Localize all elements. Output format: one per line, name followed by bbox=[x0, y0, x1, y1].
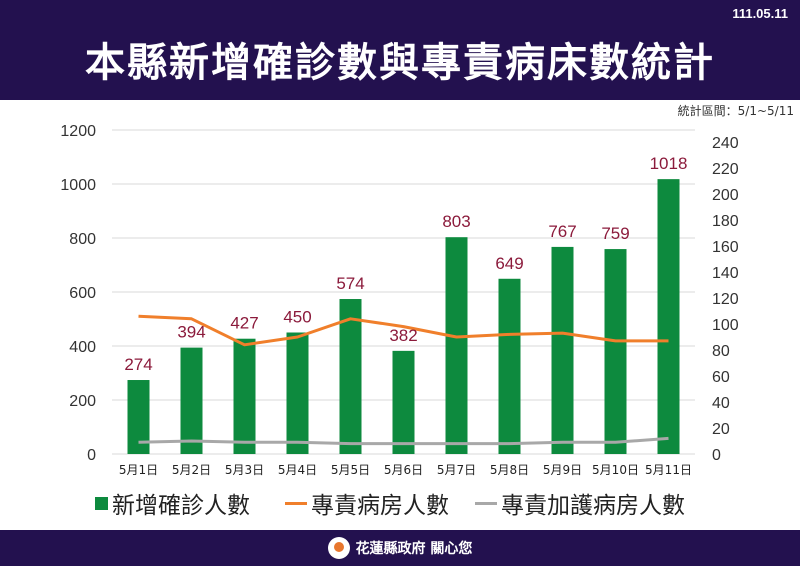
right-axis-tick-label: 180 bbox=[712, 213, 739, 230]
legend-label: 新增確診人數 bbox=[112, 493, 250, 519]
bar bbox=[657, 179, 680, 454]
data-label: 450 bbox=[283, 308, 311, 327]
legend-swatch-line bbox=[475, 501, 497, 505]
x-axis-tick-label: 5月5日 bbox=[331, 463, 370, 477]
x-axis-tick-label: 5月6日 bbox=[384, 463, 423, 477]
legend-item-cases: 新增確診人數 bbox=[95, 486, 250, 520]
x-axis-tick-label: 5月8日 bbox=[490, 463, 529, 477]
data-label: 574 bbox=[336, 274, 364, 293]
legend-swatch-line bbox=[285, 501, 307, 505]
data-label: 1018 bbox=[650, 154, 688, 173]
left-axis-tick-label: 800 bbox=[69, 231, 96, 248]
right-axis-tick-label: 160 bbox=[712, 239, 739, 256]
footer-bar: 花蓮縣政府 關心您 bbox=[0, 530, 800, 566]
x-axis-tick-label: 5月4日 bbox=[278, 463, 317, 477]
right-axis-tick-label: 220 bbox=[712, 161, 739, 178]
bar bbox=[339, 299, 362, 454]
x-axis-tick-label: 5月11日 bbox=[645, 463, 692, 477]
x-axis-tick-label: 5月9日 bbox=[543, 463, 582, 477]
legend-swatch-bar bbox=[95, 496, 108, 510]
legend-item-icu: 專責加護病房人數 bbox=[475, 486, 685, 520]
right-axis-tick-label: 40 bbox=[712, 395, 730, 412]
x-axis-tick-label: 5月1日 bbox=[119, 463, 158, 477]
data-label: 803 bbox=[442, 212, 470, 231]
data-label: 649 bbox=[495, 254, 523, 273]
bar bbox=[498, 278, 521, 454]
legend-label: 專責病房人數 bbox=[311, 493, 449, 519]
bar bbox=[604, 249, 627, 454]
right-axis-tick-label: 20 bbox=[712, 421, 730, 438]
x-axis-tick-label: 5月7日 bbox=[437, 463, 476, 477]
series-line-ward bbox=[138, 314, 669, 347]
right-axis-tick-label: 140 bbox=[712, 265, 739, 282]
report-date: 111.05.11 bbox=[732, 6, 788, 21]
legend-item-ward: 專責病房人數 bbox=[285, 486, 449, 520]
data-label: 767 bbox=[548, 222, 576, 241]
bar bbox=[233, 338, 256, 454]
left-axis-tick-label: 1000 bbox=[60, 177, 96, 194]
left-axis-tick-label: 600 bbox=[69, 285, 96, 302]
combo-chart: 0 200 400 600 800 1000 1200 0 20 40 60 80 100 120 140 1… bbox=[60, 123, 739, 477]
right-axis-tick-label: 60 bbox=[712, 369, 730, 386]
bar bbox=[286, 332, 309, 454]
legend-label: 專責加護病房人數 bbox=[501, 493, 685, 519]
header-bar: 111.05.11 本縣新增確診數與專責病床數統計 bbox=[0, 0, 800, 100]
data-label: 274 bbox=[124, 355, 152, 374]
left-axis-tick-label: 1200 bbox=[60, 123, 96, 140]
series-line-icu bbox=[138, 436, 669, 446]
right-axis-tick-label: 80 bbox=[712, 343, 730, 360]
chart-legend: 新增確診人數 專責病房人數 專責加護病房人數 bbox=[0, 486, 800, 526]
left-axis-tick-label: 400 bbox=[69, 339, 96, 356]
data-label: 394 bbox=[177, 323, 205, 342]
x-axis-tick-label: 5月10日 bbox=[592, 463, 639, 477]
footer-content: 花蓮縣政府 關心您 bbox=[0, 530, 800, 566]
data-label: 382 bbox=[389, 326, 417, 345]
data-label: 759 bbox=[601, 224, 629, 243]
bar bbox=[127, 380, 150, 454]
x-axis-tick-label: 5月2日 bbox=[172, 463, 211, 477]
right-axis-tick-label: 240 bbox=[712, 135, 739, 152]
county-logo-icon bbox=[327, 537, 350, 559]
right-axis-tick-label: 120 bbox=[712, 291, 739, 308]
bar bbox=[392, 350, 415, 454]
x-axis-tick-label: 5月3日 bbox=[225, 463, 264, 477]
left-axis-tick-label: 0 bbox=[87, 447, 96, 464]
bar bbox=[551, 246, 574, 454]
right-axis-tick-label: 200 bbox=[712, 187, 739, 204]
data-label: 427 bbox=[230, 314, 258, 333]
left-axis-tick-label: 200 bbox=[69, 393, 96, 410]
stat-range-label: 統計區間：5/1~5/11 bbox=[677, 104, 794, 118]
page-title: 本縣新增確診數與專責病床數統計 bbox=[85, 40, 715, 86]
bar bbox=[180, 347, 203, 454]
right-axis-tick-label: 0 bbox=[712, 447, 721, 464]
bar bbox=[445, 237, 468, 454]
right-axis-tick-label: 100 bbox=[712, 317, 739, 334]
footer-text: 花蓮縣政府 關心您 bbox=[355, 541, 473, 557]
